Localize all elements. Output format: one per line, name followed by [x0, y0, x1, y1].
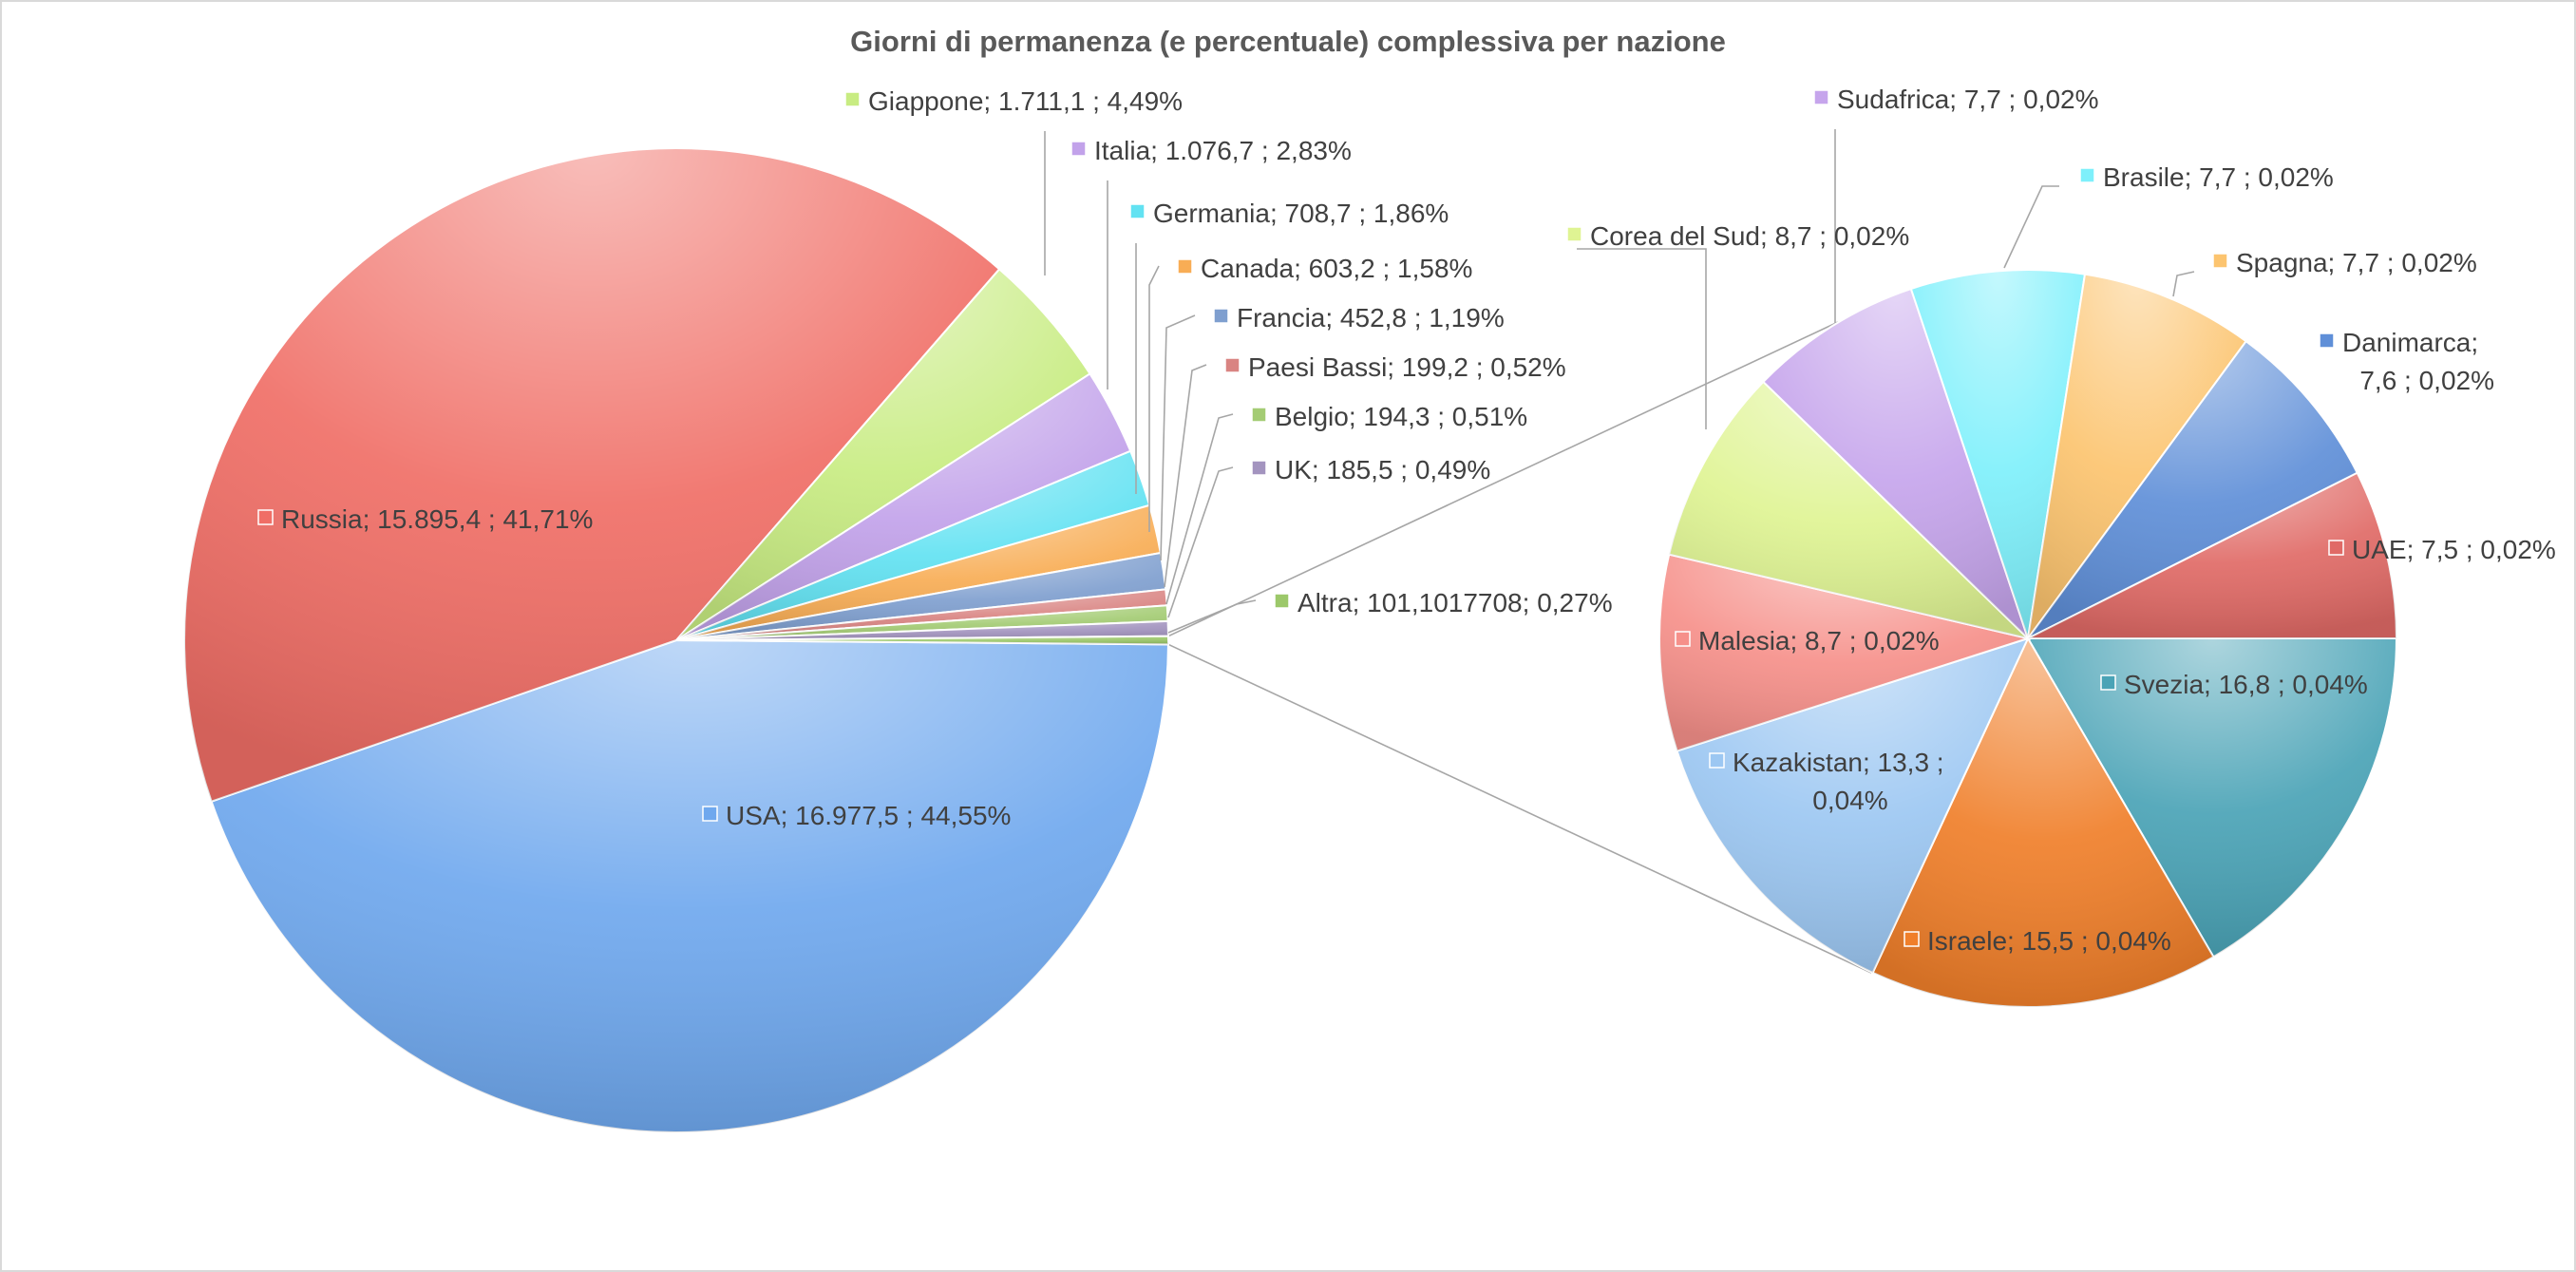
data-label-kazakistan-text: Kazakistan; 13,3 ;	[1733, 748, 1944, 777]
data-label-malesia-key	[1675, 631, 1691, 647]
data-label-belgio-text: Belgio; 194,3 ; 0,51%	[1275, 402, 1527, 431]
data-labels: USA; 16.977,5 ; 44,55% Russia; 15.895,4 ;…	[257, 85, 2556, 956]
data-label-italia-text: Italia; 1.076,7 ; 2,83%	[1094, 136, 1352, 165]
data-label-francia-key	[1213, 308, 1229, 324]
data-label-corea-del-sud-text: Corea del Sud; 8,7 ; 0,02%	[1590, 221, 1909, 251]
data-label-paesi-bassi-text: Paesi Bassi; 199,2 ; 0,52%	[1248, 352, 1566, 382]
data-label-canada-text: Canada; 603,2 ; 1,58%	[1201, 254, 1472, 283]
data-label-uk-key	[1251, 460, 1267, 476]
leader-lines	[1044, 129, 2195, 634]
data-label-sudafrica: Sudafrica; 7,7 ; 0,02%	[1813, 85, 2099, 114]
data-label-germania-text: Germania; 708,7 ; 1,86%	[1153, 199, 1449, 228]
data-label-israele: Israele; 15,5 ; 0,04%	[1904, 926, 2171, 956]
data-label-brasile-key	[2079, 167, 2095, 183]
data-label-brasile-leader	[2003, 185, 2059, 269]
data-label-usa-text: USA; 16.977,5 ; 44,55%	[726, 801, 1011, 830]
data-label-svezia-key	[2100, 674, 2116, 691]
data-label-belgio-key	[1251, 407, 1267, 423]
data-label-belgio-leader	[1165, 413, 1234, 605]
data-label-italia: Italia; 1.076,7 ; 2,83%	[1070, 136, 1352, 165]
data-label-uk: UK; 185,5 ; 0,49%	[1251, 455, 1490, 484]
data-label-uk-leader	[1167, 466, 1234, 618]
data-label-uae: UAE; 7,5 ; 0,02%	[2328, 535, 2556, 564]
chart-title: Giorni di permanenza (e percentuale) com…	[850, 25, 1726, 58]
data-label-israele-text: Israele; 15,5 ; 0,04%	[1927, 926, 2171, 956]
data-label-svezia: Svezia; 16,8 ; 0,04%	[2100, 670, 2368, 699]
data-label-uk-text: UK; 185,5 ; 0,49%	[1275, 455, 1490, 484]
data-label-francia-leader	[1160, 314, 1196, 561]
data-label-francia-text: Francia; 452,8 ; 1,19%	[1237, 303, 1505, 332]
data-label-russia: Russia; 15.895,4 ; 41,71%	[257, 504, 593, 534]
data-label-uae-text: UAE; 7,5 ; 0,02%	[2352, 535, 2556, 564]
data-label-francia: Francia; 452,8 ; 1,19%	[1213, 303, 1505, 332]
connector-top	[1167, 321, 1839, 637]
data-label-corea-del-sud-key	[1566, 226, 1582, 242]
data-label-spagna-key	[2212, 253, 2228, 269]
data-label-canada-key	[1177, 258, 1193, 275]
data-label-giappone-key	[844, 91, 861, 107]
data-label-giappone: Giappone; 1.711,1 ; 4,49%	[844, 86, 1183, 116]
data-label-germania: Germania; 708,7 ; 1,86%	[1129, 199, 1449, 228]
data-label-malesia: Malesia; 8,7 ; 0,02%	[1675, 626, 1940, 655]
data-label-corea-del-sud-leader	[1577, 248, 1707, 429]
main-pie	[183, 147, 1169, 1133]
data-label-malesia-text: Malesia; 8,7 ; 0,02%	[1698, 626, 1940, 655]
data-label-uae-key	[2328, 540, 2344, 556]
data-label-brasile: Brasile; 7,7 ; 0,02%	[2079, 162, 2334, 192]
data-label-altra: Altra; 101,1017708; 0,27%	[1274, 588, 1613, 617]
data-label-spagna: Spagna; 7,7 ; 0,02%	[2212, 248, 2477, 277]
data-label-kazakistan: Kazakistan; 13,3 ; 0,04%	[1709, 748, 1944, 815]
data-label-canada-leader	[1148, 265, 1160, 532]
data-label-belgio: Belgio; 194,3 ; 0,51%	[1251, 402, 1527, 431]
data-label-altra-text: Altra; 101,1017708; 0,27%	[1297, 588, 1613, 617]
data-label-altra-key	[1274, 593, 1290, 609]
data-label-corea-del-sud: Corea del Sud; 8,7 ; 0,02%	[1566, 221, 1909, 251]
data-label-giappone-text: Giappone; 1.711,1 ; 4,49%	[868, 86, 1183, 116]
data-label-kazakistan-key	[1709, 752, 1725, 769]
data-label-paesi-bassi-leader	[1164, 364, 1207, 588]
data-label-italia-key	[1070, 141, 1087, 157]
data-label-paesi-bassi: Paesi Bassi; 199,2 ; 0,52%	[1224, 352, 1566, 382]
data-label-russia-text: Russia; 15.895,4 ; 41,71%	[281, 504, 593, 534]
data-label-usa: USA; 16.977,5 ; 44,55%	[702, 801, 1011, 830]
data-label-svezia-text: Svezia; 16,8 ; 0,04%	[2124, 670, 2368, 699]
data-label-danimarca-text: Danimarca;	[2342, 328, 2478, 357]
data-label-danimarca-key	[2319, 332, 2335, 349]
data-label-israele-key	[1904, 931, 1920, 947]
data-label-germania-key	[1129, 203, 1146, 219]
data-label-sudafrica-key	[1813, 89, 1829, 105]
data-label-russia-key	[257, 509, 274, 525]
data-label-danimarca-text-cont: 7,6 ; 0,02%	[2359, 366, 2494, 395]
data-label-canada: Canada; 603,2 ; 1,58%	[1177, 254, 1472, 283]
data-label-usa-key	[702, 806, 718, 822]
data-label-danimarca: Danimarca; 7,6 ; 0,02%	[2319, 328, 2494, 395]
data-label-sudafrica-text: Sudafrica; 7,7 ; 0,02%	[1837, 85, 2099, 114]
data-label-spagna-leader	[2172, 271, 2195, 297]
data-label-kazakistan-text-cont: 0,04%	[1812, 786, 1887, 815]
data-label-spagna-text: Spagna; 7,7 ; 0,02%	[2236, 248, 2477, 277]
data-label-altra-leader	[1167, 599, 1257, 634]
data-label-brasile-text: Brasile; 7,7 ; 0,02%	[2103, 162, 2334, 192]
data-label-paesi-bassi-key	[1224, 357, 1241, 373]
